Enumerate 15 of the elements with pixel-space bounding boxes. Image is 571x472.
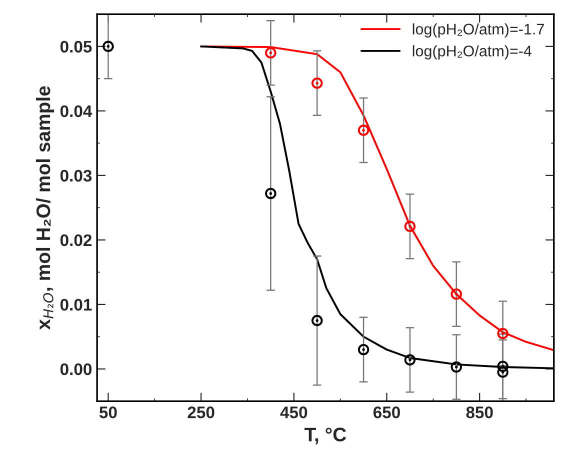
y-tick-label: 0.03 bbox=[60, 170, 92, 182]
x-tick-label: 50 bbox=[99, 406, 117, 418]
x-axis-title: T, °C bbox=[304, 428, 346, 444]
y-tick-label: 0.00 bbox=[60, 363, 92, 376]
x-tick-label: 850 bbox=[466, 406, 493, 418]
x-tick-label: 250 bbox=[188, 406, 214, 418]
y-tick-label: 0.01 bbox=[60, 298, 92, 311]
x-tick-label: 650 bbox=[373, 406, 400, 418]
y-tick-label: 0.04 bbox=[60, 105, 92, 118]
x-tick-label: 450 bbox=[280, 406, 308, 418]
y-tick-label: 0.02 bbox=[60, 234, 92, 246]
y-tick-label: 0.05 bbox=[60, 40, 92, 53]
y-axis-title: x$_{H₂O}$, mol H₂O/ mol sample bbox=[36, 86, 54, 330]
legend-label: log(pH₂O/atm)=-1.7 bbox=[412, 23, 544, 38]
legend-label: log(pH₂O/atm)=-4 bbox=[412, 45, 532, 60]
